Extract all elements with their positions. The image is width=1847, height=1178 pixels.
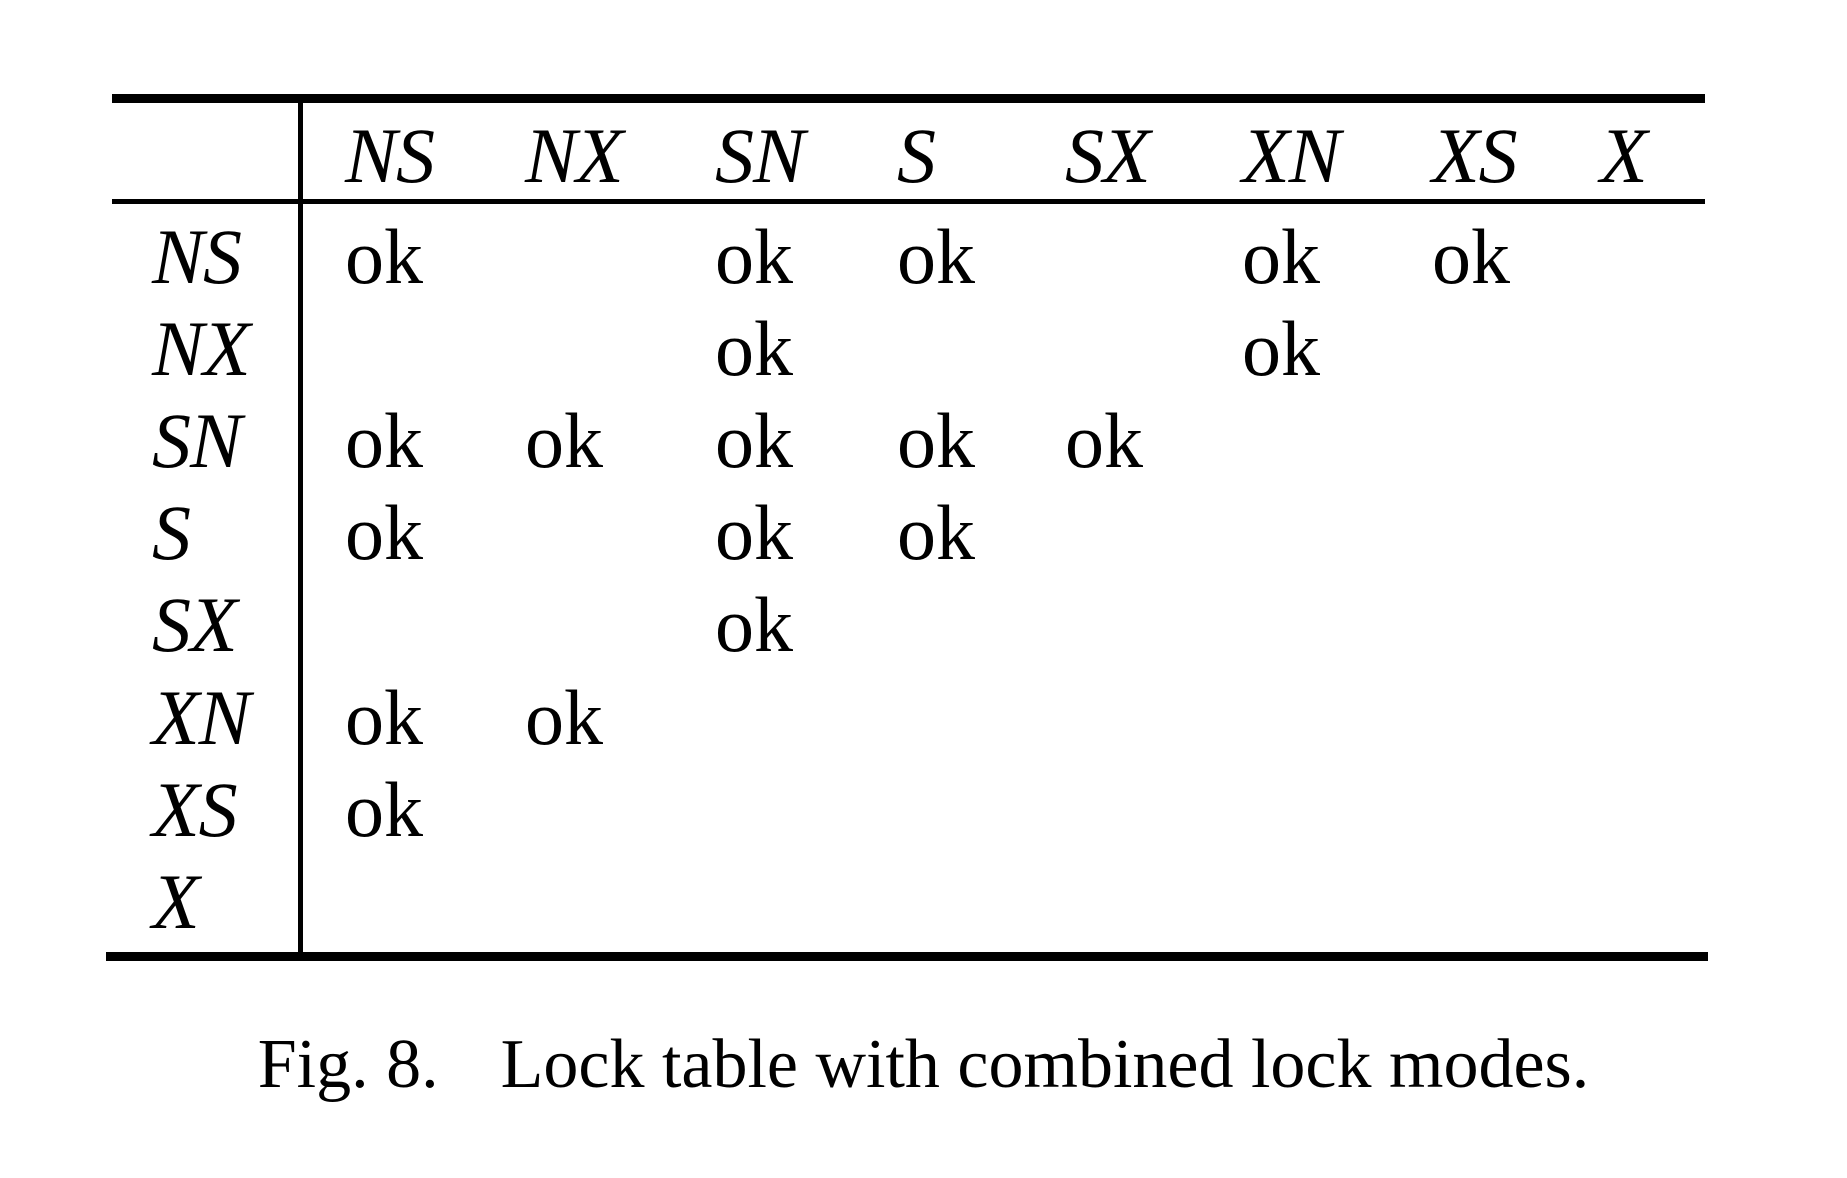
table-cell: ok — [1242, 305, 1320, 392]
table-cell: ok — [525, 674, 603, 761]
table-cell: ok — [345, 397, 423, 484]
table-cell: ok — [345, 213, 423, 300]
column-header: SX — [1065, 112, 1151, 199]
row-header: S — [152, 489, 191, 576]
column-header: S — [897, 112, 936, 199]
top-rule — [112, 94, 1705, 103]
table-cell: ok — [1242, 213, 1320, 300]
header-rule — [112, 199, 1705, 204]
row-header: SN — [152, 397, 242, 484]
table-cell: ok — [897, 489, 975, 576]
table-cell: ok — [345, 766, 423, 853]
row-header: NS — [152, 213, 242, 300]
column-header: XN — [1242, 112, 1341, 199]
table-cell: ok — [1065, 397, 1143, 484]
table-cell: ok — [345, 489, 423, 576]
row-header: XS — [152, 766, 238, 853]
column-header: SN — [715, 112, 805, 199]
table-cell: ok — [897, 397, 975, 484]
column-header: XS — [1432, 112, 1518, 199]
table-cell: ok — [1432, 213, 1510, 300]
table-cell: ok — [715, 397, 793, 484]
caption-text: Lock table with combined lock modes. — [500, 1026, 1590, 1103]
row-header: XN — [152, 674, 251, 761]
column-header: NX — [525, 112, 624, 199]
column-header: X — [1600, 112, 1648, 199]
table-cell: ok — [715, 581, 793, 668]
table-cell: ok — [715, 213, 793, 300]
row-header: NX — [152, 305, 251, 392]
table-cell: ok — [715, 305, 793, 392]
row-header: SX — [152, 581, 238, 668]
row-header: X — [152, 858, 200, 945]
caption-label: Fig. 8. — [257, 1026, 439, 1103]
table-cell: ok — [715, 489, 793, 576]
row-header-divider — [298, 103, 303, 952]
figure-caption: Fig. 8. Lock table with combined lock mod… — [0, 1030, 1847, 1100]
table-cell: ok — [897, 213, 975, 300]
column-header: NS — [345, 112, 435, 199]
table-cell: ok — [525, 397, 603, 484]
table-cell: ok — [345, 674, 423, 761]
bottom-rule — [106, 952, 1708, 961]
